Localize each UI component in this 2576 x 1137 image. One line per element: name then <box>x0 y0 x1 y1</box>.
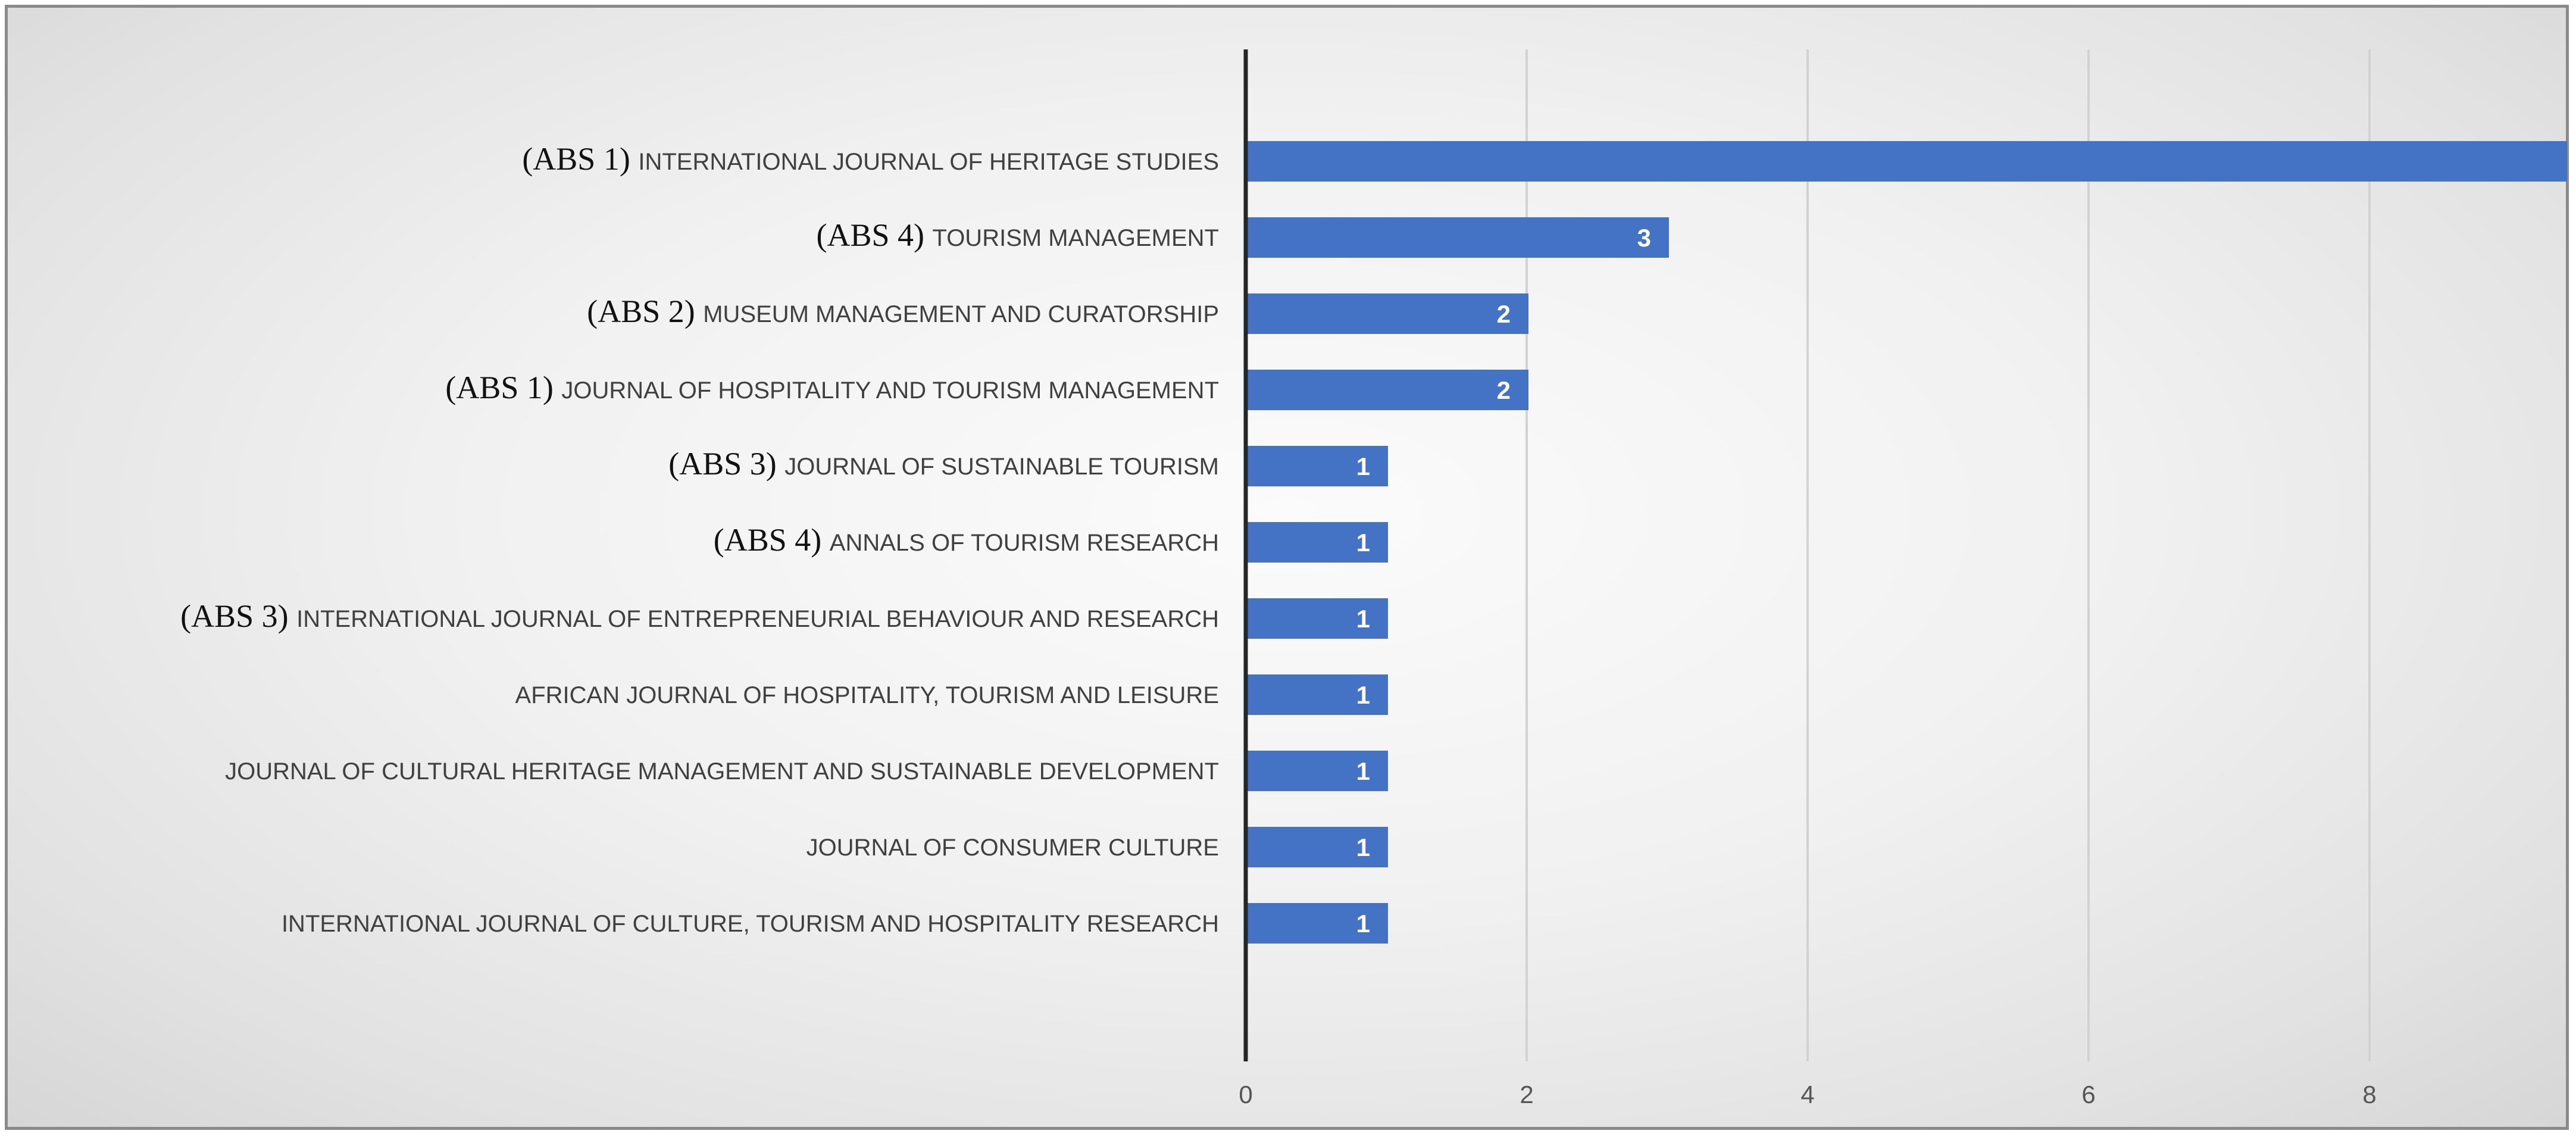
category-label: (ABS 3) JOURNAL OF SUSTAINABLE TOURISM <box>668 446 1219 482</box>
journal-name-label: INTERNATIONAL JOURNAL OF ENTREPRENEURIAL… <box>296 606 1219 632</box>
journal-name-label: INTERNATIONAL JOURNAL OF CULTURE, TOURIS… <box>282 911 1219 937</box>
x-tick-label: 8 <box>2362 1080 2376 1108</box>
abs-rank-label: (ABS 1) <box>522 141 638 177</box>
x-tick-label: 6 <box>2081 1080 2095 1108</box>
data-label: 1 <box>1356 757 1370 785</box>
journal-name-label: TOURISM MANAGEMENT <box>932 225 1219 251</box>
journal-name-label: JOURNAL OF CULTURAL HERITAGE MANAGEMENT … <box>225 758 1219 785</box>
category-label: JOURNAL OF CULTURAL HERITAGE MANAGEMENT … <box>225 758 1219 785</box>
abs-rank-label: (ABS 4) <box>816 217 932 253</box>
journal-name-label: AFRICAN JOURNAL OF HOSPITALITY, TOURISM … <box>515 682 1219 708</box>
category-labels: (ABS 1) INTERNATIONAL JOURNAL OF HERITAG… <box>180 141 1219 937</box>
category-label: (ABS 4) TOURISM MANAGEMENT <box>816 217 1219 253</box>
chart-frame: 163221111111 (ABS 1) INTERNATIONAL JOURN… <box>5 5 2569 1130</box>
data-label: 1 <box>1356 681 1370 709</box>
category-label: JOURNAL OF CONSUMER CULTURE <box>806 835 1219 861</box>
bar-chart: 163221111111 (ABS 1) INTERNATIONAL JOURN… <box>180 49 2567 1108</box>
abs-rank-label: (ABS 4) <box>714 522 830 558</box>
bars: 163221111111 <box>1248 141 2567 944</box>
x-tick-label: 2 <box>1520 1080 1533 1108</box>
bar <box>1248 141 2567 182</box>
x-tick-label: 0 <box>1239 1080 1252 1108</box>
abs-rank-label: (ABS 3) <box>180 598 296 634</box>
abs-rank-label: (ABS 3) <box>668 446 784 482</box>
category-label: (ABS 2) MUSEUM MANAGEMENT AND CURATORSHI… <box>587 293 1219 329</box>
category-label: (ABS 4) ANNALS OF TOURISM RESEARCH <box>714 522 1219 558</box>
data-label: 1 <box>1356 452 1370 480</box>
category-label: (ABS 1) INTERNATIONAL JOURNAL OF HERITAG… <box>522 141 1219 177</box>
journal-name-label: JOURNAL OF SUSTAINABLE TOURISM <box>784 454 1219 480</box>
x-axis-ticks: 024681012141618 <box>1239 1080 2376 1108</box>
bar <box>1248 903 1388 944</box>
journal-name-label: ANNALS OF TOURISM RESEARCH <box>830 530 1219 556</box>
data-label: 1 <box>1356 910 1370 938</box>
data-label: 1 <box>1356 833 1370 861</box>
data-label: 2 <box>1497 300 1511 328</box>
data-label: 1 <box>1356 605 1370 633</box>
data-label: 3 <box>1637 224 1651 252</box>
gridlines <box>1525 49 2371 1061</box>
abs-rank-label: (ABS 1) <box>445 370 561 405</box>
category-label: INTERNATIONAL JOURNAL OF CULTURE, TOURIS… <box>282 911 1219 937</box>
bar <box>1248 293 1528 334</box>
bar <box>1248 217 1669 258</box>
bar <box>1248 446 1388 486</box>
journal-name-label: JOURNAL OF HOSPITALITY AND TOURISM MANAG… <box>561 377 1219 404</box>
journal-name-label: INTERNATIONAL JOURNAL OF HERITAGE STUDIE… <box>638 149 1219 175</box>
data-label: 1 <box>1356 529 1370 557</box>
bar <box>1248 674 1388 715</box>
bar <box>1248 370 1528 410</box>
category-label: AFRICAN JOURNAL OF HOSPITALITY, TOURISM … <box>515 682 1219 708</box>
category-label: (ABS 3) INTERNATIONAL JOURNAL OF ENTREPR… <box>180 598 1219 634</box>
bar <box>1248 751 1388 791</box>
bar <box>1248 522 1388 563</box>
bar <box>1248 827 1388 867</box>
category-label: (ABS 1) JOURNAL OF HOSPITALITY AND TOURI… <box>445 370 1219 405</box>
data-label: 2 <box>1497 376 1511 404</box>
x-tick-label: 4 <box>1800 1080 1814 1108</box>
abs-rank-label: (ABS 2) <box>587 293 703 329</box>
journal-name-label: MUSEUM MANAGEMENT AND CURATORSHIP <box>703 301 1219 327</box>
bar <box>1248 598 1388 639</box>
journal-name-label: JOURNAL OF CONSUMER CULTURE <box>806 835 1219 861</box>
